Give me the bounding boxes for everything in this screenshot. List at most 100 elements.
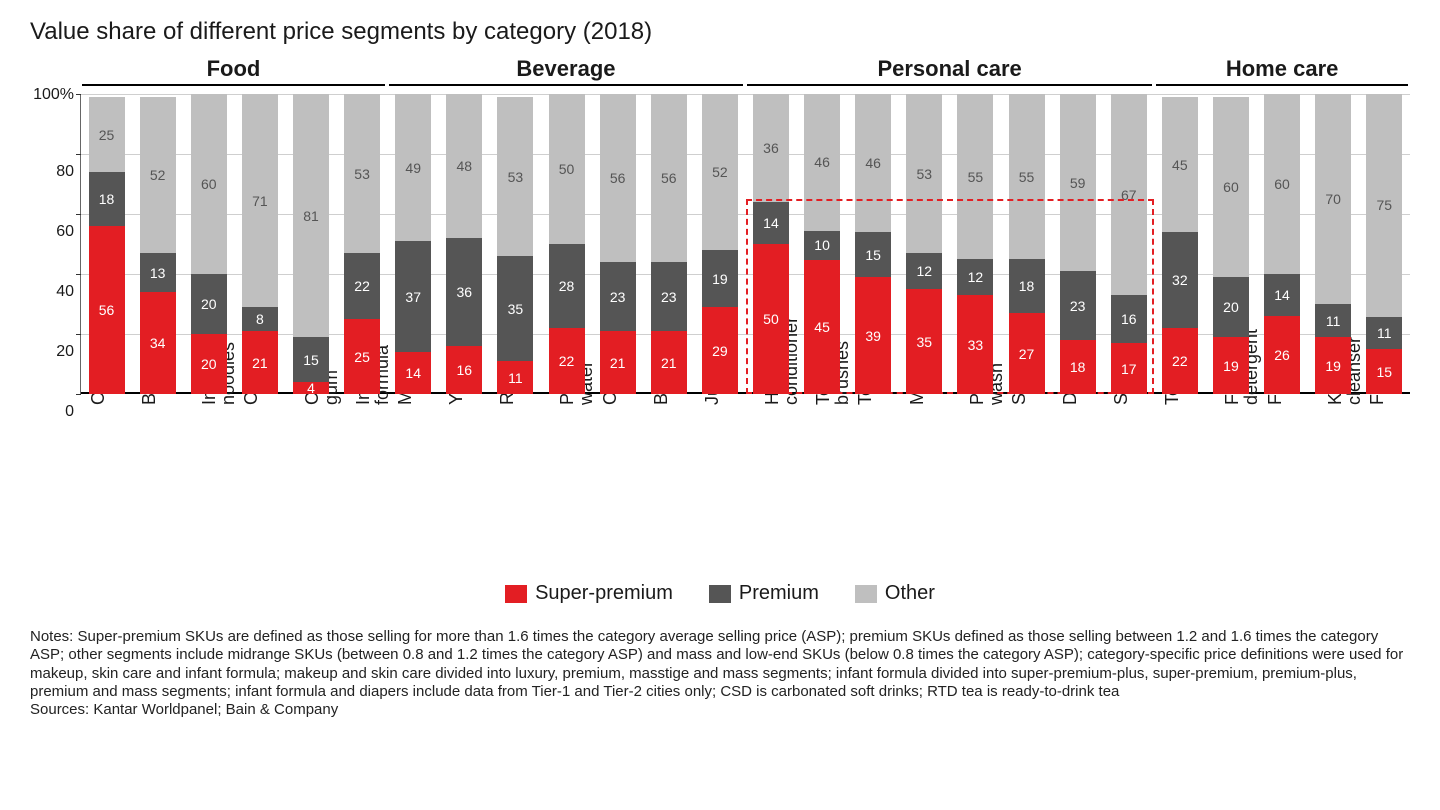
segment-label: 14 (763, 215, 779, 231)
bar: 56 1825 (89, 94, 125, 394)
segment-super-premium: 17 (1111, 343, 1147, 394)
bar: 212356 (600, 94, 636, 394)
segment-label: 34 (150, 335, 166, 351)
segment-super-premium: 26 (1264, 316, 1300, 394)
segment-premium: 18 (89, 172, 125, 226)
segment-label: 10 (814, 237, 830, 253)
segment-other: 52 (702, 94, 738, 250)
segment-premium: 20 (1213, 277, 1249, 337)
segment-label: 29 (712, 343, 728, 359)
segment-label: 16 (1121, 311, 1137, 327)
segment-other: 81 (293, 94, 329, 337)
segment-other: 45 (1162, 97, 1198, 232)
segment-label: 13 (150, 265, 166, 281)
bar: 223245 (1162, 94, 1198, 394)
y-tick-label: 80 (56, 163, 74, 181)
segment-other: 52 (140, 97, 176, 253)
segment-label: 19 (1325, 358, 1341, 374)
segment-other: 55 (1009, 94, 1045, 259)
segment-label: 50 (763, 311, 779, 327)
segment-super-premium: 39 (855, 277, 891, 394)
segment-label: 81 (303, 208, 319, 224)
segment-super-premium: 15 (1366, 349, 1402, 394)
segment-label: 18 (1019, 278, 1035, 294)
page-root: Value share of different price segments … (0, 0, 1440, 810)
bar: 113553 (497, 94, 533, 394)
x-label-wrap: Candy (233, 400, 284, 570)
segment-premium: 18 (1009, 259, 1045, 313)
segment-label: 53 (917, 166, 933, 182)
segment-other: 75 (1366, 94, 1402, 317)
segment-label: 60 (1223, 179, 1239, 195)
segment-label: 60 (1274, 176, 1290, 192)
bar: 291952 (702, 94, 738, 394)
segment-other: 71 (242, 94, 278, 307)
bar: 27 18 55 (1009, 94, 1045, 394)
segment-super-premium: 27 (1009, 313, 1045, 394)
segment-super-premium: 25 (344, 319, 380, 394)
segment-label: 23 (1070, 298, 1086, 314)
segment-super-premium: 50 (753, 244, 789, 394)
segment-label: 56 (99, 302, 115, 318)
segment-other: 56 (600, 94, 636, 262)
bars-container: 5618253413522020602187141581252253143749… (81, 94, 1410, 394)
legend-swatch (709, 585, 731, 603)
segment-label: 15 (1376, 364, 1392, 380)
segment-premium: 10 (804, 231, 840, 261)
segment-super-premium: 22 (1162, 328, 1198, 394)
bar: 182359 (1060, 94, 1096, 394)
segment-premium: 36 (446, 238, 482, 346)
legend-swatch (505, 585, 527, 603)
x-label-wrap: Biscuits (131, 400, 182, 570)
segment-label: 16 (457, 362, 473, 378)
legend-label: Super-premium (535, 582, 673, 605)
segment-label: 22 (559, 353, 575, 369)
segment-label: 22 (354, 278, 370, 294)
notes-text: Notes: Super-premium SKUs are defined as… (30, 628, 1410, 701)
segment-label: 17 (1121, 361, 1137, 377)
x-label-wrap: Toilet tissue (1154, 400, 1205, 570)
legend-swatch (855, 585, 877, 603)
x-label-wrap: Fabric softener (1359, 400, 1410, 570)
segment-label: 46 (865, 155, 881, 171)
segment-label: 39 (865, 328, 881, 344)
segment-super-premium: 45 (804, 260, 840, 394)
segment-super-premium: 34 (140, 292, 176, 394)
legend: Super-premiumPremiumOther (0, 582, 1440, 605)
segment-label: 67 (1121, 187, 1137, 203)
plot-area: 5618253413522020602187141581252253143749… (80, 94, 1410, 394)
segment-label: 14 (405, 365, 421, 381)
segment-other: 25 (89, 97, 125, 172)
y-axis: 100% 020406080 (30, 94, 80, 394)
segment-other: 49 (395, 94, 431, 241)
segment-super-premium: 21 (242, 331, 278, 394)
segment-premium: 12 (906, 253, 942, 289)
x-label-wrap: Fabricdetergent (1205, 400, 1256, 570)
segment-other: 70 (1315, 94, 1351, 304)
segment-label: 19 (1223, 358, 1239, 374)
segment-premium: 23 (1060, 271, 1096, 340)
segment-label: 35 (917, 334, 933, 350)
x-label-wrap: Packagedwater (540, 400, 591, 570)
segment-other: 60 (1213, 97, 1249, 277)
group-header: Beverage (387, 56, 745, 82)
segment-label: 22 (1172, 353, 1188, 369)
segment-label: 37 (405, 289, 421, 305)
segment-label: 52 (150, 167, 166, 183)
segment-label: 36 (457, 284, 473, 300)
segment-label: 55 (1019, 169, 1035, 185)
group-label: Home care (1154, 56, 1410, 82)
segment-super-premium: 29 (702, 307, 738, 394)
bar: 331255 (957, 94, 993, 394)
bar: 45 10 46 (804, 94, 840, 394)
x-label-wrap: Hairconditioner (745, 400, 796, 570)
bar: 202060 (191, 94, 227, 394)
group-header: Home care (1154, 56, 1410, 82)
bar: 21871 (242, 94, 278, 394)
segment-label: 55 (968, 169, 984, 185)
segment-label: 18 (1070, 359, 1086, 375)
x-axis-labels: ChocolateBiscuitsInstantnoodlesCandyChew… (80, 400, 1410, 570)
segment-other: 46 (804, 94, 840, 231)
segment-other: 50 (549, 94, 585, 244)
y-tick-label: 40 (56, 283, 74, 301)
